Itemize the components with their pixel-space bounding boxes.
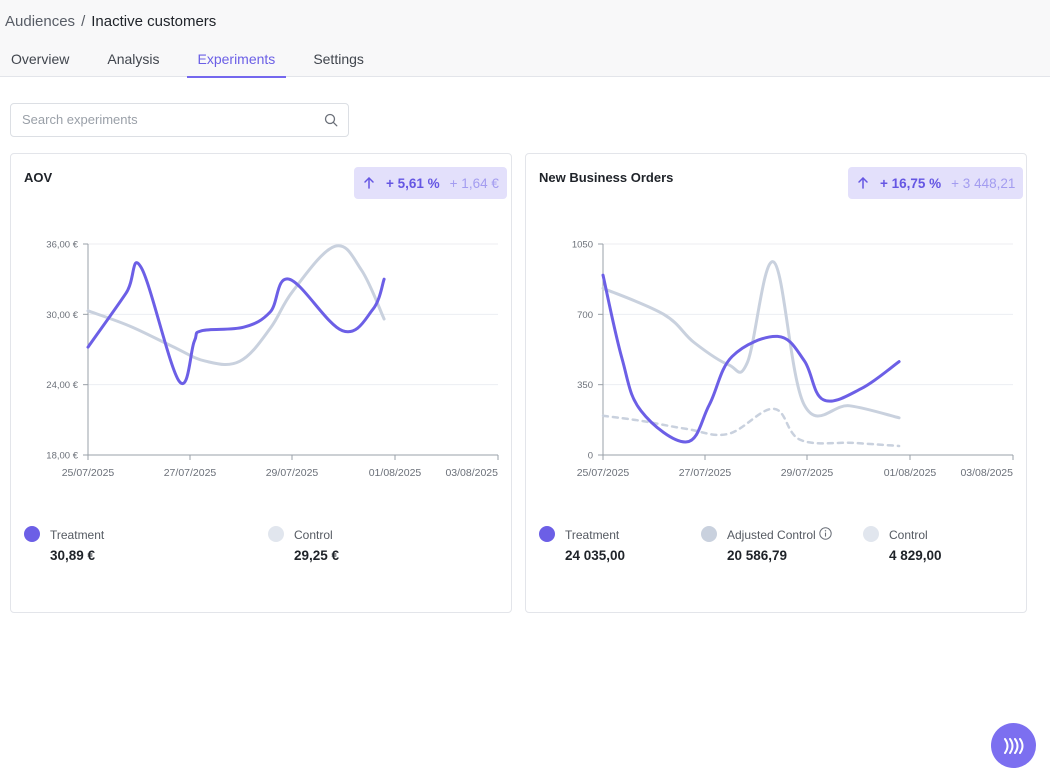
card-title: New Business Orders — [539, 170, 674, 185]
top-bar: Audiences / Inactive customers Overview … — [0, 0, 1050, 78]
assistant-waves-icon — [1003, 737, 1023, 754]
legend-treatment-value: 24 035,00 — [565, 548, 626, 563]
x-tick-label: 01/08/2025 — [884, 467, 937, 479]
legend-treatment-dot — [24, 526, 40, 542]
series-line-control — [601, 260, 901, 420]
x-tick-label: 29/07/2025 — [781, 467, 834, 479]
new-business-orders-line-chart: 0 350 700 1050 25/07/2025 27/07/2025 29/07/202… — [572, 240, 1014, 479]
legend-adjusted-control-dot — [701, 526, 717, 542]
aov-line-chart: 18,00 € 24,00 € 30,00 € 36,00 € 25/07/2025 27… — [46, 240, 499, 479]
y-tick-label: 1050 — [572, 240, 593, 251]
arrow-up-icon — [858, 177, 868, 189]
breadcrumb-audiences-link[interactable]: Audiences — [5, 13, 76, 30]
legend-control-label: Control — [889, 528, 928, 542]
x-tick-label: 03/08/2025 — [960, 467, 1013, 479]
y-tick-label: 700 — [577, 310, 593, 321]
series-line-adjusted-control — [601, 407, 901, 448]
y-tick-label: 36,00 € — [46, 240, 78, 251]
uplift-percent: + 5,61 % — [386, 175, 440, 191]
series-line-treatment — [86, 261, 386, 386]
legend-adjusted-control-label: Adjusted Control — [727, 528, 816, 542]
uplift-badge: + 16,75 % + 3 448,21 — [848, 167, 1024, 199]
legend-control-value: 4 829,00 — [889, 548, 942, 563]
search-input[interactable] — [22, 112, 312, 127]
breadcrumb: Audiences / Inactive customers — [5, 13, 216, 30]
y-tick-label: 18,00 € — [46, 451, 78, 462]
legend-control-dot — [863, 526, 879, 542]
breadcrumb-separator: / — [81, 13, 86, 30]
assistant-button[interactable] — [991, 723, 1036, 768]
new-business-orders-card: New Business Orders + 16,75 % + 3 448,21… — [525, 153, 1027, 613]
info-icon[interactable] — [819, 527, 832, 540]
tab-bar: Overview Analysis Experiments Settings — [0, 46, 391, 78]
tab-overview[interactable]: Overview — [11, 51, 70, 67]
x-tick-label: 03/08/2025 — [445, 467, 498, 479]
legend-treatment-label: Treatment — [50, 528, 105, 542]
search-icon[interactable] — [324, 113, 338, 127]
uplift-absolute: + 3 448,21 — [951, 175, 1016, 191]
x-tick-label: 27/07/2025 — [679, 467, 732, 479]
y-tick-label: 350 — [577, 380, 593, 391]
arrow-up-icon — [364, 177, 374, 189]
y-tick-label: 30,00 € — [46, 310, 78, 321]
x-tick-label: 01/08/2025 — [369, 467, 422, 479]
series-line-control — [86, 244, 386, 367]
uplift-percent: + 16,75 % — [880, 175, 942, 191]
legend-control-label: Control — [294, 528, 333, 542]
legend-control-value: 29,25 € — [294, 548, 340, 563]
legend-treatment-value: 30,89 € — [50, 548, 96, 563]
x-tick-label: 25/07/2025 — [577, 467, 630, 479]
x-tick-label: 25/07/2025 — [62, 467, 115, 479]
y-tick-label: 0 — [588, 451, 593, 462]
card-title: AOV — [24, 170, 53, 185]
x-tick-label: 27/07/2025 — [164, 467, 217, 479]
aov-card: AOV + 5,61 % + 1,64 € 18,00 € 24,00 € 30,0… — [10, 153, 512, 613]
legend-treatment-dot — [539, 526, 555, 542]
search-box — [10, 103, 349, 137]
uplift-badge: + 5,61 % + 1,64 € — [354, 167, 507, 199]
legend-treatment-label: Treatment — [565, 528, 620, 542]
uplift-absolute: + 1,64 € — [449, 175, 499, 191]
y-tick-label: 24,00 € — [46, 380, 78, 391]
x-tick-label: 29/07/2025 — [266, 467, 319, 479]
legend-adjusted-control-value: 20 586,79 — [727, 548, 788, 563]
tab-settings[interactable]: Settings — [313, 51, 364, 67]
legend-control-dot — [268, 526, 284, 542]
series-line-treatment — [601, 273, 901, 444]
breadcrumb-current: Inactive customers — [91, 13, 217, 30]
tab-analysis[interactable]: Analysis — [107, 51, 160, 67]
tab-experiments[interactable]: Experiments — [186, 46, 287, 78]
